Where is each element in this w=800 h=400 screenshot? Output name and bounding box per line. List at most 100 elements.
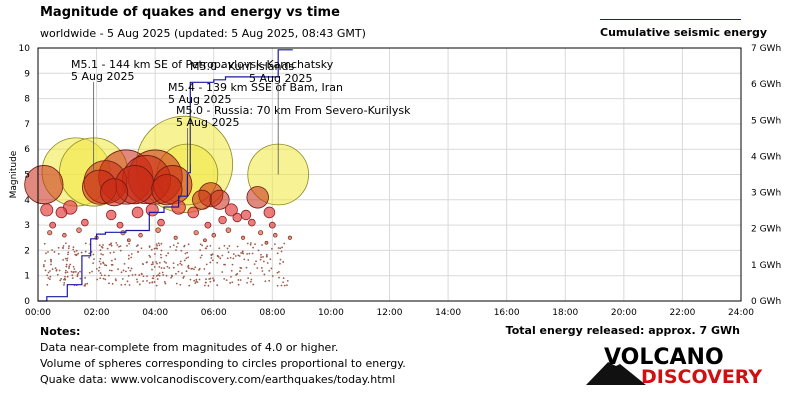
small-quake-dot bbox=[223, 244, 226, 247]
small-quake-dot bbox=[106, 247, 109, 250]
small-quake-dot bbox=[62, 258, 65, 261]
small-quake-dot bbox=[252, 283, 255, 286]
small-quake-dot bbox=[276, 271, 279, 274]
x-tick-label: 08:00 bbox=[259, 308, 285, 318]
small-quake-dot bbox=[185, 257, 188, 260]
small-quake-dot bbox=[224, 263, 226, 266]
small-quake-dot bbox=[148, 254, 151, 257]
plot-frame bbox=[37, 47, 742, 302]
notes-line: Volume of spheres corresponding to circl… bbox=[40, 357, 406, 370]
small-quake-dot bbox=[236, 245, 239, 248]
small-quake-dot bbox=[175, 272, 177, 275]
small-quake-dot bbox=[99, 263, 102, 265]
y-tick-label: 1 bbox=[24, 272, 30, 282]
small-quake-dot bbox=[118, 245, 120, 248]
small-quake-dot bbox=[282, 261, 285, 263]
small-quake-dot bbox=[280, 284, 283, 287]
small-quake-dot bbox=[155, 261, 158, 263]
small-quake-dot bbox=[84, 283, 87, 286]
small-quake-dot bbox=[189, 278, 192, 281]
x-tick-label: 06:00 bbox=[201, 308, 227, 318]
small-quake-dot bbox=[138, 283, 141, 286]
quake-bubble bbox=[173, 235, 178, 240]
small-quake-dot bbox=[158, 244, 161, 247]
small-quake-dot bbox=[187, 243, 190, 246]
small-quake-dot bbox=[99, 277, 102, 280]
small-quake-dot bbox=[179, 283, 182, 286]
y-tick-label: 7 bbox=[24, 120, 30, 130]
y-tick-label: 8 bbox=[24, 95, 30, 105]
y2-tick-label: 0 GWh bbox=[751, 297, 781, 307]
small-quake-dot bbox=[79, 277, 82, 280]
small-quake-dot bbox=[115, 279, 117, 282]
quake-bubble bbox=[138, 232, 143, 238]
small-quake-dot bbox=[99, 257, 102, 260]
small-quake-dot bbox=[140, 273, 143, 276]
small-quake-dot bbox=[158, 274, 161, 277]
small-quake-dot bbox=[44, 260, 47, 262]
small-quake-dot bbox=[142, 280, 145, 283]
small-quake-dot bbox=[251, 252, 254, 255]
small-quake-dot bbox=[107, 274, 110, 277]
small-quake-dot bbox=[184, 252, 187, 255]
small-quake-dot bbox=[68, 245, 70, 248]
small-quake-dot bbox=[54, 267, 57, 269]
small-quake-dot bbox=[64, 278, 67, 281]
quake-bubble bbox=[268, 221, 276, 229]
small-quake-dot bbox=[230, 269, 233, 272]
small-quake-dot bbox=[278, 276, 280, 279]
small-quake-dot bbox=[140, 247, 143, 250]
small-quake-dot bbox=[249, 280, 252, 283]
small-quake-dot bbox=[76, 273, 79, 276]
quake-bubble bbox=[100, 178, 129, 207]
annotation-text: M5.4 - 139 km SSE of Bam, Iran bbox=[168, 81, 343, 94]
small-quake-dot bbox=[138, 274, 141, 276]
small-quake-dot bbox=[116, 244, 119, 246]
small-quake-dot bbox=[124, 283, 127, 286]
small-quake-dot bbox=[212, 277, 214, 280]
small-quake-dot bbox=[79, 270, 81, 273]
small-quake-dot bbox=[271, 275, 274, 277]
small-quake-dot bbox=[108, 282, 110, 285]
small-quake-dot bbox=[156, 244, 158, 247]
quake-bubble bbox=[126, 238, 131, 243]
y-tick-label: 6 bbox=[24, 145, 30, 155]
small-quake-dot bbox=[110, 242, 113, 245]
small-quake-dot bbox=[226, 247, 229, 250]
small-quake-dot bbox=[286, 284, 288, 287]
small-quake-dot bbox=[209, 280, 212, 283]
x-tick-label: 18:00 bbox=[552, 308, 578, 318]
small-quake-dot bbox=[205, 263, 208, 266]
small-quake-dot bbox=[176, 263, 179, 266]
small-quake-dot bbox=[127, 266, 130, 269]
small-quake-dot bbox=[209, 277, 212, 280]
small-quake-dot bbox=[264, 280, 267, 283]
small-quake-dot bbox=[221, 254, 224, 257]
small-quake-dot bbox=[163, 267, 166, 270]
x-tick-label: 24:00 bbox=[728, 308, 754, 318]
small-quake-dot bbox=[115, 241, 118, 244]
small-quake-dot bbox=[110, 263, 113, 266]
small-quake-dot bbox=[169, 246, 172, 248]
annotation-text: M5.0 - Russia: 70 km From Severo-Kurilys… bbox=[176, 104, 411, 117]
small-quake-dot bbox=[110, 244, 113, 247]
small-quake-dot bbox=[88, 252, 91, 255]
small-quake-dot bbox=[117, 268, 119, 271]
small-quake-dot bbox=[155, 284, 158, 287]
small-quake-dot bbox=[250, 242, 252, 244]
small-quake-dot bbox=[256, 267, 259, 269]
small-quake-dot bbox=[105, 264, 108, 267]
small-quake-dot bbox=[172, 244, 175, 247]
small-quake-dot bbox=[75, 249, 78, 252]
small-quake-dot bbox=[104, 278, 107, 281]
small-quake-dot bbox=[211, 253, 214, 256]
small-quake-dot bbox=[71, 274, 74, 277]
quake-bubble bbox=[76, 227, 82, 233]
small-quake-dot bbox=[204, 247, 207, 250]
small-quake-dot bbox=[175, 249, 177, 251]
annotation-text: 5 Aug 2025 bbox=[71, 70, 134, 83]
small-quake-dot bbox=[255, 260, 257, 263]
small-quake-dot bbox=[47, 271, 50, 274]
notes-block: Notes: Data near-complete from magnitude… bbox=[40, 324, 406, 388]
small-quake-dot bbox=[151, 268, 153, 271]
